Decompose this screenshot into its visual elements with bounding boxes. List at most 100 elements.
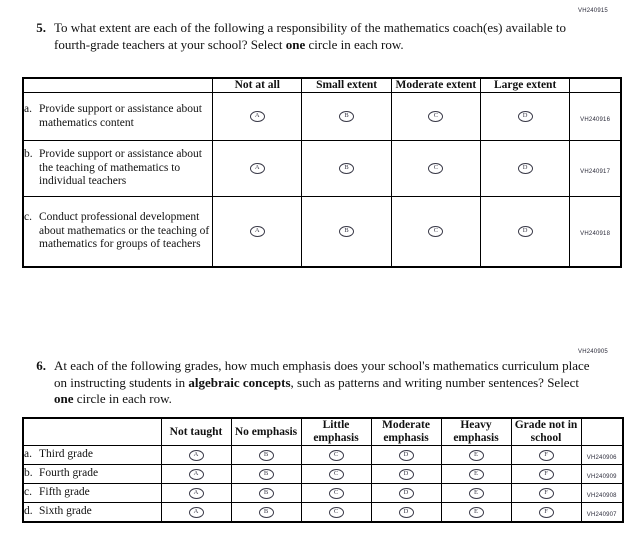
radio-bubble-f-icon[interactable]: F <box>538 506 554 518</box>
response-option-cell[interactable]: B <box>230 483 302 503</box>
question-6-number: 6. <box>36 358 46 373</box>
radio-bubble-d-icon[interactable]: D <box>398 468 414 480</box>
response-option-cell[interactable]: C <box>300 483 372 503</box>
response-option-cell[interactable]: B <box>301 92 392 141</box>
radio-bubble-e-icon[interactable]: E <box>468 468 484 480</box>
row-label-text: Conduct professional development about m… <box>39 211 210 250</box>
radio-bubble-b-icon[interactable]: B <box>258 449 274 461</box>
response-option-cell[interactable]: F <box>510 445 582 465</box>
row-id-code-cell: VH240908 <box>580 483 624 503</box>
radio-bubble-b-icon[interactable]: B <box>258 506 274 518</box>
response-option-cell[interactable]: C <box>390 92 482 141</box>
row-label-text: Sixth grade <box>39 505 92 518</box>
response-option-cell[interactable]: A <box>160 445 232 465</box>
row-id-code-cell: VH240918 <box>569 196 622 267</box>
response-option-cell[interactable]: C <box>300 464 372 484</box>
response-option-cell[interactable]: B <box>230 464 302 484</box>
response-option-cell[interactable]: C <box>300 502 372 523</box>
radio-bubble-c-icon[interactable]: C <box>328 468 344 480</box>
response-option-cell[interactable]: D <box>370 483 442 503</box>
radio-bubble-d-icon[interactable]: D <box>398 487 414 499</box>
response-option-cell[interactable]: C <box>390 196 482 267</box>
radio-bubble-c-icon[interactable]: C <box>328 506 344 518</box>
radio-bubble-e-icon[interactable]: E <box>468 487 484 499</box>
response-option-cell[interactable]: A <box>212 92 303 141</box>
question-6-bold-term: algebraic concepts <box>188 374 291 390</box>
response-option-cell[interactable]: D <box>370 502 442 523</box>
row-letter: b. <box>24 467 33 480</box>
header-grade-not-in-school: Grade not in school <box>510 417 582 446</box>
question-6-text-part3: circle in each row. <box>73 391 172 406</box>
radio-bubble-c-icon[interactable]: C <box>328 449 344 461</box>
response-option-cell[interactable]: E <box>440 483 512 503</box>
response-option-cell[interactable]: B <box>230 445 302 465</box>
radio-bubble-a-icon[interactable]: A <box>249 226 265 238</box>
response-option-cell[interactable]: C <box>300 445 372 465</box>
response-option-cell[interactable]: E <box>440 445 512 465</box>
row-label-q6-d: d. Sixth grade <box>22 502 162 523</box>
radio-bubble-e-icon[interactable]: E <box>468 506 484 518</box>
radio-bubble-b-icon[interactable]: B <box>339 163 355 175</box>
radio-bubble-d-icon[interactable]: D <box>517 226 533 238</box>
response-option-cell[interactable]: A <box>160 464 232 484</box>
response-option-cell[interactable]: F <box>510 502 582 523</box>
radio-bubble-c-icon[interactable]: C <box>428 226 444 238</box>
response-option-cell[interactable]: A <box>212 196 303 267</box>
response-option-cell[interactable]: D <box>480 196 571 267</box>
response-option-cell[interactable]: A <box>160 483 232 503</box>
response-option-cell[interactable]: B <box>301 196 392 267</box>
response-option-cell[interactable]: D <box>480 92 571 141</box>
radio-bubble-f-icon[interactable]: F <box>538 487 554 499</box>
radio-bubble-a-icon[interactable]: A <box>249 163 265 175</box>
radio-bubble-c-icon[interactable]: C <box>428 111 444 123</box>
response-option-cell[interactable]: D <box>480 140 571 197</box>
row-id-code: VH240907 <box>586 512 617 518</box>
response-option-cell[interactable]: B <box>230 502 302 523</box>
header-little-emphasis: Little emphasis <box>300 417 372 446</box>
radio-bubble-a-icon[interactable]: A <box>188 468 204 480</box>
response-option-cell[interactable]: E <box>440 464 512 484</box>
radio-bubble-d-icon[interactable]: D <box>517 111 533 123</box>
header-code-cell <box>569 77 622 93</box>
table-header-row: Not taught No emphasis Little emphasis M… <box>22 417 624 446</box>
table-row: a. Provide support or assistance about ma… <box>22 92 622 141</box>
radio-bubble-a-icon[interactable]: A <box>188 506 204 518</box>
radio-bubble-d-icon[interactable]: D <box>398 506 414 518</box>
question-5-bold-one: one <box>285 36 306 52</box>
radio-bubble-c-icon[interactable]: C <box>428 163 444 175</box>
question-6-bold-one: one <box>54 391 74 406</box>
radio-bubble-b-icon[interactable]: B <box>339 111 355 123</box>
response-option-cell[interactable]: D <box>370 464 442 484</box>
row-letter: d. <box>24 505 33 518</box>
radio-bubble-b-icon[interactable]: B <box>258 468 274 480</box>
response-option-cell[interactable]: D <box>370 445 442 465</box>
table-row: b. Provide support or assistance about th… <box>22 140 622 197</box>
response-option-cell[interactable]: A <box>160 502 232 523</box>
radio-bubble-a-icon[interactable]: A <box>188 487 204 499</box>
response-option-cell[interactable]: B <box>301 140 392 197</box>
question-6-block: 6. At each of the following grades, how … <box>22 358 592 408</box>
response-option-cell[interactable]: C <box>390 140 482 197</box>
table-header-row: Not at all Small extent Moderate extent … <box>22 77 622 93</box>
radio-bubble-c-icon[interactable]: C <box>328 487 344 499</box>
response-option-cell[interactable]: E <box>440 502 512 523</box>
radio-bubble-e-icon[interactable]: E <box>468 449 484 461</box>
radio-bubble-b-icon[interactable]: B <box>258 487 274 499</box>
response-option-cell[interactable]: F <box>510 464 582 484</box>
radio-bubble-b-icon[interactable]: B <box>339 226 355 238</box>
radio-bubble-d-icon[interactable]: D <box>398 449 414 461</box>
response-option-cell[interactable]: F <box>510 483 582 503</box>
row-label-q6-c: c. Fifth grade <box>22 483 162 503</box>
row-letter: b. <box>24 148 33 161</box>
radio-bubble-a-icon[interactable]: A <box>188 449 204 461</box>
header-moderate-extent: Moderate extent <box>390 77 482 93</box>
question-5-text: To what extent are each of the following… <box>54 20 582 53</box>
question-5-id-code: VH240915 <box>578 8 608 14</box>
radio-bubble-a-icon[interactable]: A <box>249 111 265 123</box>
question-6-id-code: VH240905 <box>578 349 608 355</box>
radio-bubble-d-icon[interactable]: D <box>517 163 533 175</box>
response-option-cell[interactable]: A <box>212 140 303 197</box>
row-letter: c. <box>24 211 32 223</box>
radio-bubble-f-icon[interactable]: F <box>538 449 554 461</box>
radio-bubble-f-icon[interactable]: F <box>538 468 554 480</box>
